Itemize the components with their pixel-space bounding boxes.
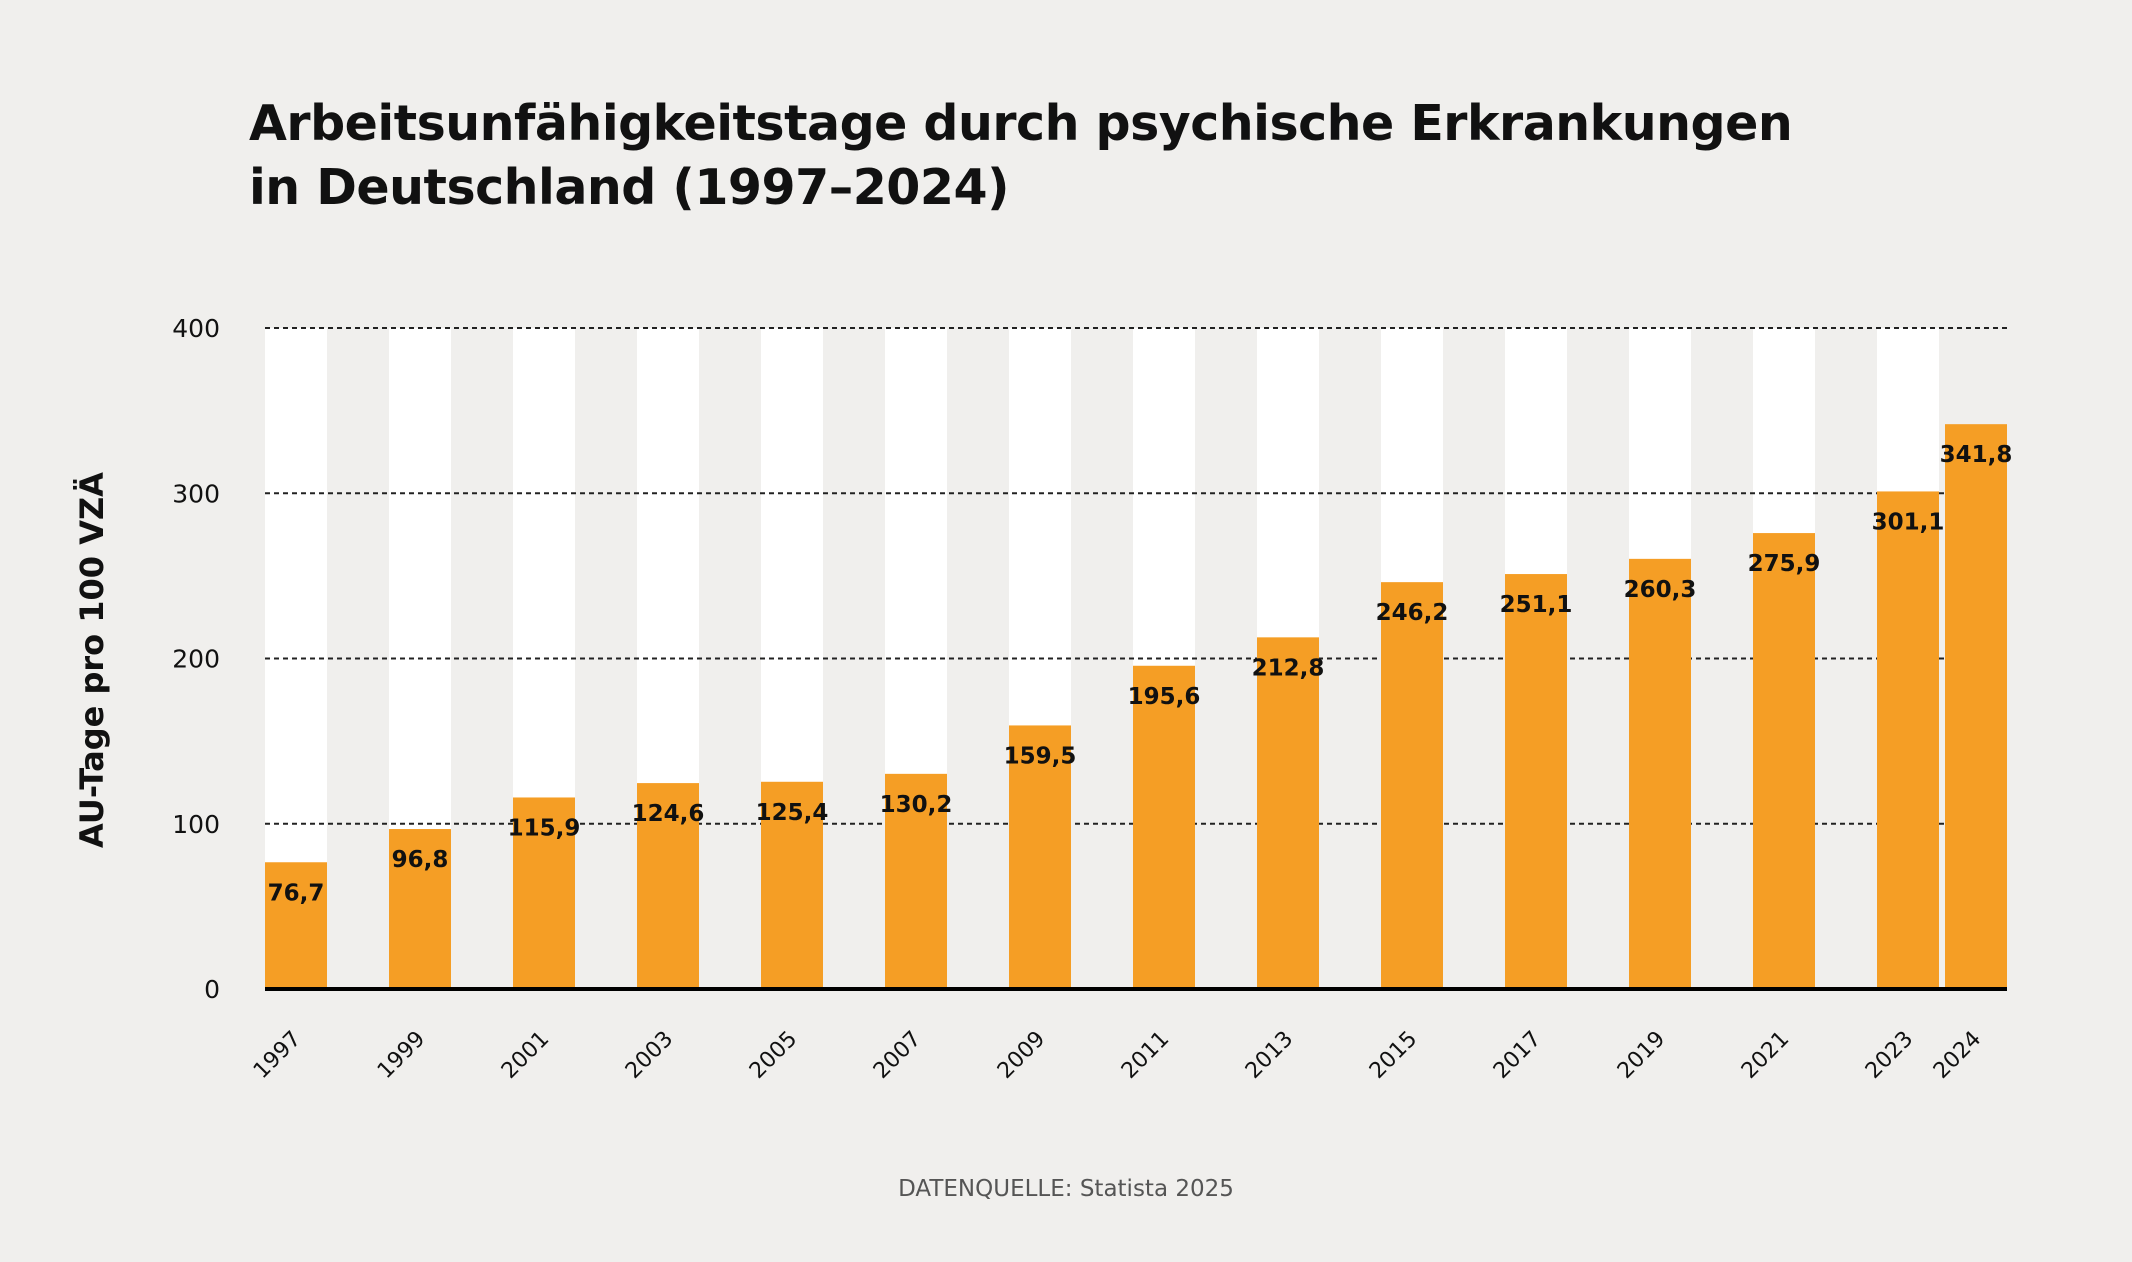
bar-2023 <box>1877 491 1939 989</box>
x-tick-label: 2021 <box>1737 1027 1794 1084</box>
bar-2017 <box>1505 574 1567 989</box>
data-label: 212,8 <box>1252 655 1325 681</box>
chart-title-line-2: in Deutschland (1997–2024) <box>249 159 1009 216</box>
chart-title: Arbeitsunfähigkeitstage durch psychische… <box>249 92 1793 220</box>
bar-2003 <box>637 783 699 989</box>
x-tick-label: 1999 <box>373 1027 430 1084</box>
x-tick-label: 2013 <box>1241 1027 1298 1084</box>
y-tick-label: 300 <box>172 479 220 508</box>
data-label: 96,8 <box>392 847 449 873</box>
x-tick-label: 2001 <box>497 1027 554 1084</box>
data-label: 76,7 <box>268 880 325 906</box>
data-label: 251,1 <box>1500 592 1573 618</box>
bar-2013 <box>1257 637 1319 989</box>
data-label: 130,2 <box>880 792 953 818</box>
bar-2015 <box>1381 582 1443 989</box>
chart-title-line-1: Arbeitsunfähigkeitstage durch psychische… <box>249 95 1793 152</box>
x-tick-label: 2009 <box>993 1027 1050 1084</box>
y-tick-label: 200 <box>172 645 220 674</box>
data-label: 124,6 <box>632 801 705 827</box>
y-tick-label: 0 <box>204 975 220 1004</box>
y-tick-label: 400 <box>172 314 220 343</box>
data-label: 246,2 <box>1376 600 1449 626</box>
bar-2021 <box>1753 533 1815 989</box>
x-tick-label: 2019 <box>1613 1027 1670 1084</box>
x-tick-label: 2007 <box>869 1027 926 1084</box>
data-label: 341,8 <box>1940 442 2013 468</box>
x-tick-label: 2024 <box>1929 1027 1986 1084</box>
bar-1999 <box>389 829 451 989</box>
bar-2011 <box>1133 665 1195 989</box>
data-label: 159,5 <box>1004 743 1077 769</box>
x-tick-label: 2005 <box>745 1027 802 1084</box>
x-tick-label: 2015 <box>1365 1027 1422 1084</box>
bar-2019 <box>1629 558 1691 989</box>
data-label: 301,1 <box>1872 509 1945 535</box>
data-label: 195,6 <box>1128 684 1201 710</box>
y-tick-label: 100 <box>172 810 220 839</box>
bar-2001 <box>513 797 575 989</box>
data-label: 275,9 <box>1748 551 1821 577</box>
bar-2007 <box>885 773 947 989</box>
x-tick-label: 2003 <box>621 1027 678 1084</box>
bar-2005 <box>761 781 823 989</box>
bar-1997 <box>265 862 327 989</box>
data-source: DATENQUELLE: Statista 2025 <box>898 1176 1234 1202</box>
x-tick-label: 2023 <box>1861 1027 1918 1084</box>
data-label: 125,4 <box>756 800 829 826</box>
x-tick-label: 1997 <box>249 1027 306 1084</box>
bar-2024 <box>1945 424 2007 989</box>
x-tick-label: 2017 <box>1489 1027 1546 1084</box>
x-tick-label: 2011 <box>1117 1027 1174 1084</box>
data-label: 115,9 <box>508 815 581 841</box>
data-label: 260,3 <box>1624 577 1697 603</box>
bar-2009 <box>1009 725 1071 989</box>
